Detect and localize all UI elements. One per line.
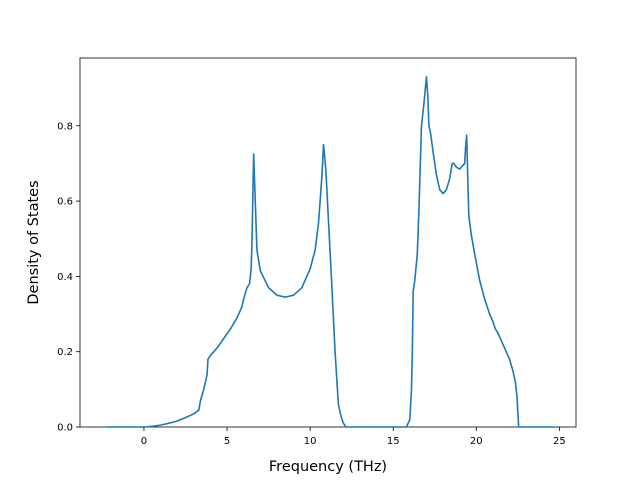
series-layer <box>104 76 556 428</box>
y-tick-label: 0.6 <box>57 197 73 208</box>
y-tick-label: 0.4 <box>57 272 73 283</box>
y-tick-label: 0.0 <box>57 423 73 434</box>
x-axis-ticks: 0 5 10 15 20 25 <box>141 427 566 447</box>
axes-frame <box>79 57 577 428</box>
x-tick-label: 10 <box>304 436 317 447</box>
dos-series-line-0 <box>104 76 556 428</box>
x-tick-label: 25 <box>553 436 566 447</box>
x-tick-label: 15 <box>387 436 400 447</box>
x-axis-label: Frequency (THz) <box>269 459 387 475</box>
y-axis-label: Density of States <box>26 180 42 304</box>
y-tick-label: 0.8 <box>57 121 73 132</box>
x-tick-label: 20 <box>470 436 483 447</box>
plot-area-border <box>79 57 577 428</box>
x-tick-label: 0 <box>141 436 147 447</box>
y-axis-ticks: 0.0 0.2 0.4 0.6 0.8 <box>57 121 80 434</box>
x-tick-label: 5 <box>224 436 230 447</box>
y-tick-label: 0.2 <box>57 347 73 358</box>
